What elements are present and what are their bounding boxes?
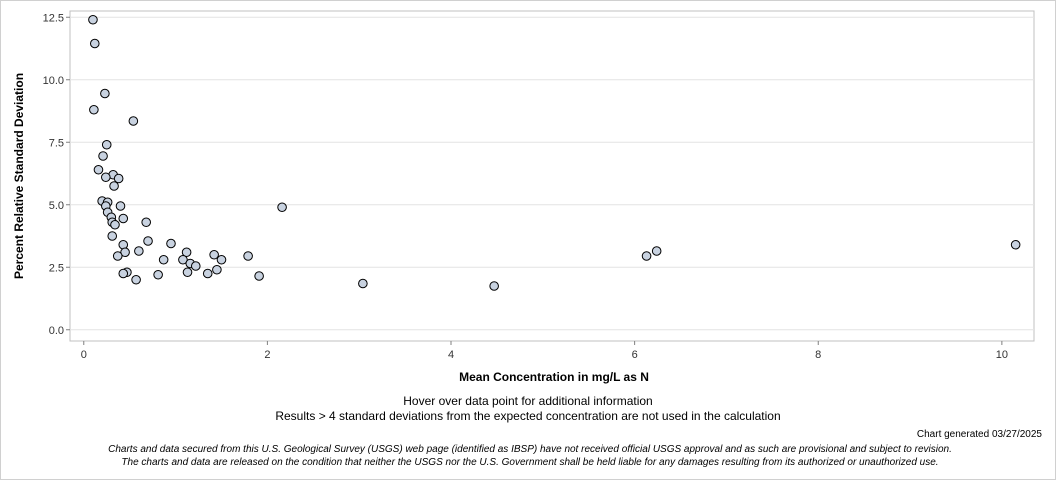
data-point	[641, 251, 652, 261]
data-point	[118, 268, 129, 279]
data-point	[112, 251, 123, 261]
data-point	[181, 247, 192, 258]
hover-note: Hover over data point for additional inf…	[403, 394, 653, 408]
data-point	[93, 164, 104, 175]
data-points	[88, 14, 1021, 291]
data-point	[115, 201, 126, 211]
data-point	[128, 116, 139, 126]
y-tick-label: 10.0	[43, 75, 64, 87]
data-point	[243, 251, 253, 261]
y-tick-label: 2.5	[49, 262, 64, 274]
data-point	[209, 249, 219, 260]
generated-date: Chart generated 03/27/2025	[916, 429, 1042, 440]
y-axis-label: Percent Relative Standard Deviation	[12, 73, 26, 279]
data-point	[88, 14, 98, 25]
disclaimer-line-2: The charts and data are released on the …	[121, 457, 939, 468]
x-axis-label: Mean Concentration in mg/L as N	[459, 370, 649, 384]
data-point	[113, 173, 124, 184]
x-tick-label: 4	[448, 349, 454, 361]
data-point	[89, 104, 99, 115]
data-point	[166, 238, 176, 249]
data-point	[120, 247, 130, 258]
gridlines	[70, 16, 1034, 331]
data-point	[212, 264, 222, 275]
y-tick-label: 0.0	[49, 325, 64, 337]
data-point	[182, 267, 193, 278]
y-tick-label: 12.5	[43, 12, 64, 24]
y-tick-label: 5.0	[49, 200, 64, 212]
data-point	[489, 281, 499, 291]
data-point	[153, 269, 163, 280]
data-point	[143, 236, 153, 246]
data-point	[101, 172, 111, 183]
data-point	[190, 261, 201, 271]
plot-area	[69, 10, 1035, 342]
x-tick-label: 0	[81, 349, 87, 361]
axes: 0.0 2.5 5.0 7.5 10.0 12.5 0 2 4 6 8 10	[43, 12, 1008, 361]
x-tick-label: 8	[815, 349, 821, 361]
data-point	[100, 88, 110, 99]
data-point	[178, 254, 188, 265]
data-point	[131, 274, 141, 285]
x-tick-label: 2	[264, 349, 270, 361]
disclaimer-line-1: Charts and data secured from this U.S. G…	[108, 444, 952, 455]
data-point	[101, 139, 112, 150]
data-point	[254, 271, 264, 281]
x-tick-label: 6	[632, 349, 638, 361]
data-point	[107, 231, 118, 241]
results-note: Results > 4 standard deviations from the…	[275, 409, 781, 423]
data-point	[216, 254, 227, 265]
data-point	[1010, 239, 1021, 250]
data-point	[118, 213, 129, 224]
data-point	[134, 246, 144, 256]
data-point	[358, 278, 368, 289]
data-point	[109, 181, 119, 191]
data-point	[98, 151, 108, 161]
data-point	[651, 246, 662, 256]
data-point	[110, 219, 120, 230]
data-point	[141, 217, 152, 228]
data-point	[202, 268, 213, 279]
data-point	[277, 202, 287, 213]
y-tick-label: 7.5	[49, 137, 64, 149]
data-point	[158, 254, 169, 265]
data-point	[89, 38, 100, 49]
x-tick-label: 10	[996, 349, 1008, 361]
